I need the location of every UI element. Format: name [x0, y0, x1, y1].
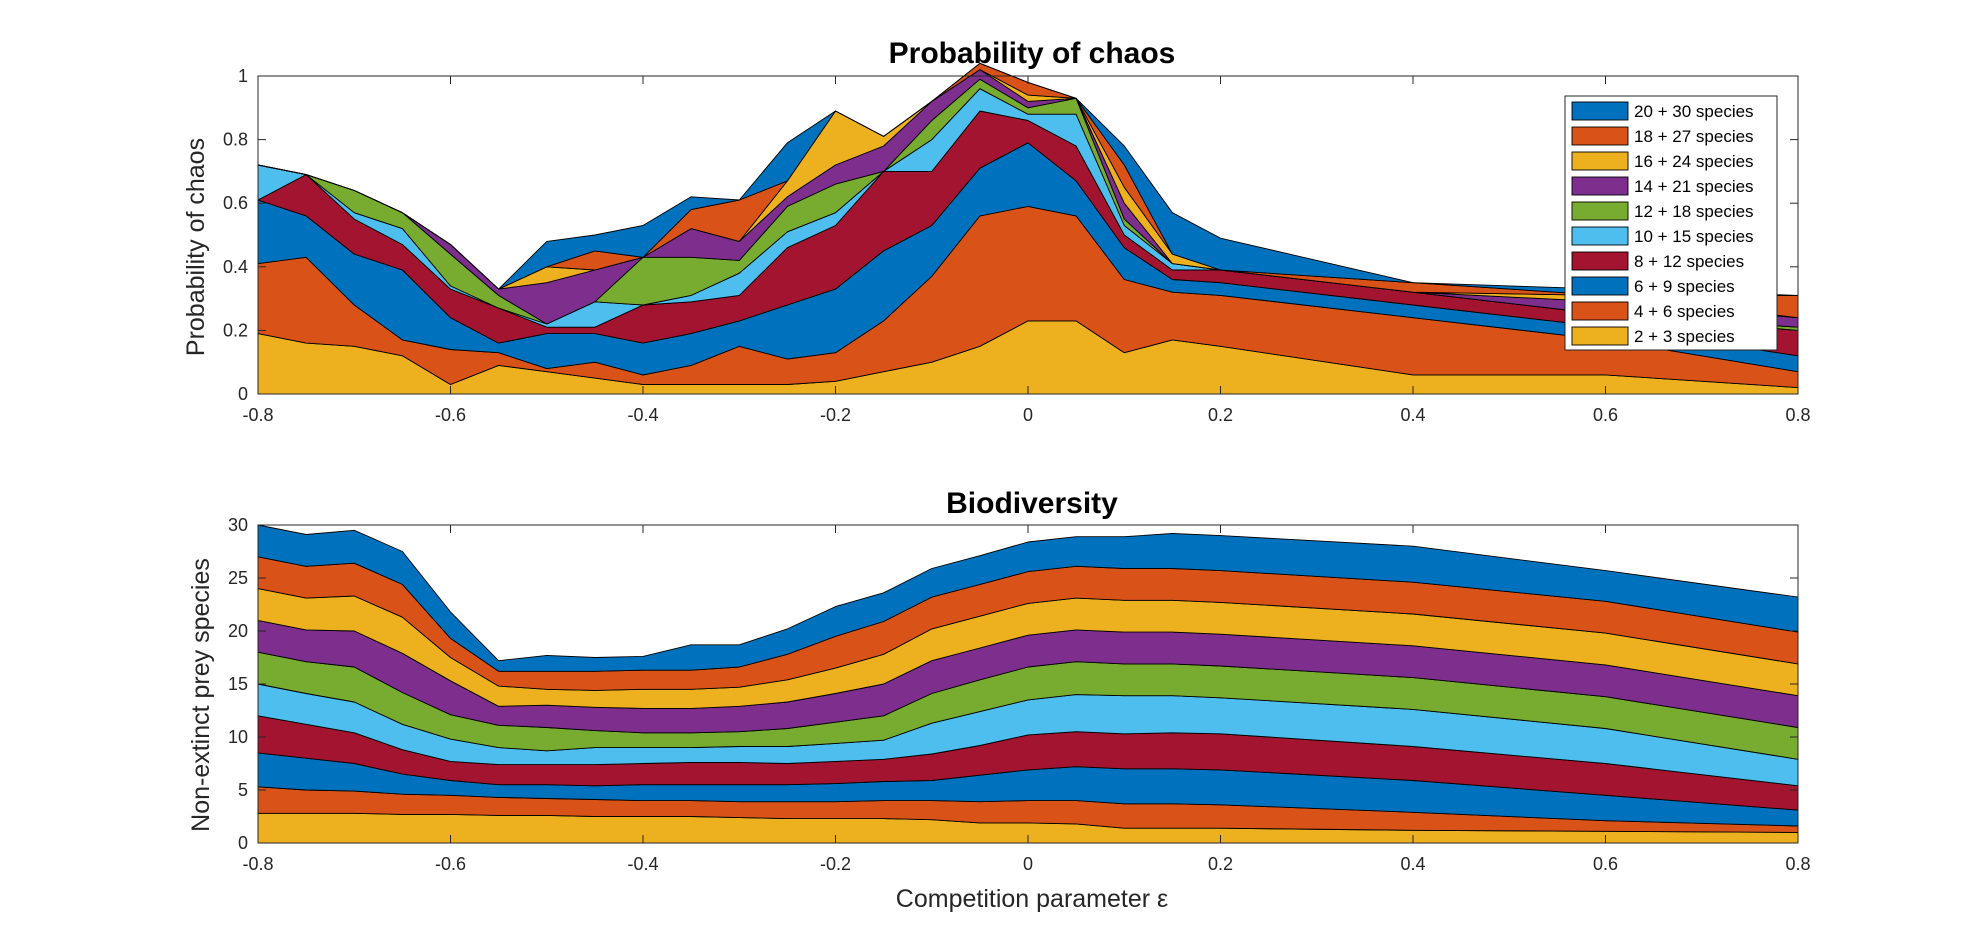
x-tick-label: 0.8	[1785, 405, 1810, 425]
x-tick-label: 0.2	[1208, 854, 1233, 874]
x-axis-label: Competition parameter ε	[896, 885, 1168, 913]
legend-label: 20 + 30 species	[1634, 102, 1754, 121]
y-axis-label: Probability of chaos	[182, 138, 210, 356]
legend-swatch	[1571, 151, 1629, 171]
legend-label: 16 + 24 species	[1634, 152, 1754, 171]
legend-swatch	[1571, 251, 1629, 271]
x-tick-label: 0.6	[1593, 854, 1618, 874]
chart-title: Biodiversity	[946, 487, 1118, 520]
y-tick-label: 0.8	[223, 130, 248, 150]
x-tick-label: -0.2	[820, 854, 851, 874]
legend-label: 8 + 12 species	[1634, 252, 1744, 271]
x-tick-label: -0.4	[627, 405, 658, 425]
legend-swatch	[1571, 326, 1629, 346]
y-tick-label: 0.6	[223, 193, 248, 213]
y-tick-label: 10	[228, 727, 248, 747]
area-series-group	[257, 62, 1799, 395]
y-tick-label: 1	[238, 66, 248, 86]
x-tick-label: 0.8	[1785, 854, 1810, 874]
legend-label: 10 + 15 species	[1634, 227, 1754, 246]
legend-swatch	[1571, 126, 1629, 146]
legend-swatch	[1571, 101, 1629, 121]
legend-label: 2 + 3 species	[1634, 327, 1735, 346]
y-tick-label: 15	[228, 674, 248, 694]
area-series-group	[257, 524, 1799, 844]
y-tick-label: 0	[238, 384, 248, 404]
x-tick-label: 0	[1023, 854, 1033, 874]
axes: -0.8 -0.6 -0.4 -0.2 0 0.2 0.4 0.6 0.8 0 0.2 0.4 0.6 0…	[223, 66, 1811, 425]
x-tick-label: 0.2	[1208, 405, 1233, 425]
legend-label: 14 + 21 species	[1634, 177, 1754, 196]
x-tick-label: -0.8	[242, 854, 273, 874]
legend-label: 6 + 9 species	[1634, 277, 1735, 296]
x-tick-label: 0.4	[1400, 854, 1425, 874]
x-tick-label: 0.4	[1400, 405, 1425, 425]
y-tick-label: 25	[228, 568, 248, 588]
y-tick-label: 0.2	[223, 320, 248, 340]
x-tick-label: -0.8	[242, 405, 273, 425]
x-tick-label: -0.6	[435, 405, 466, 425]
axes: -0.8 -0.6 -0.4 -0.2 0 0.2 0.4 0.6 0.8 0 5 10 15 20 25 3…	[228, 515, 1811, 874]
x-tick-label: -0.4	[627, 854, 658, 874]
y-tick-label: 30	[228, 515, 248, 535]
x-tick-label: -0.2	[820, 405, 851, 425]
chaos-probability-chart: Probability of chaos Probability of chao…	[182, 37, 1811, 425]
y-tick-label: 0.4	[223, 257, 248, 277]
x-tick-label: 0.6	[1593, 405, 1618, 425]
legend-swatch	[1571, 276, 1629, 296]
x-tick-label: -0.6	[435, 854, 466, 874]
legend-label: 4 + 6 species	[1634, 302, 1735, 321]
legend-label: 18 + 27 species	[1634, 127, 1754, 146]
y-tick-label: 0	[238, 833, 248, 853]
y-tick-label: 5	[238, 780, 248, 800]
chart-title: Probability of chaos	[889, 37, 1176, 70]
legend: 20 + 30 species 18 + 27 species 16 + 24 sp…	[1564, 95, 1778, 351]
legend-swatch	[1571, 201, 1629, 221]
y-axis-label: Non-extinct prey species	[187, 558, 215, 832]
x-tick-label: 0	[1023, 405, 1033, 425]
legend-swatch	[1571, 226, 1629, 246]
legend-swatch	[1571, 301, 1629, 321]
biodiversity-chart: Biodiversity Non-extinct prey species Co…	[187, 487, 1811, 913]
legend-label: 12 + 18 species	[1634, 202, 1754, 221]
legend-swatch	[1571, 176, 1629, 196]
y-tick-label: 20	[228, 621, 248, 641]
